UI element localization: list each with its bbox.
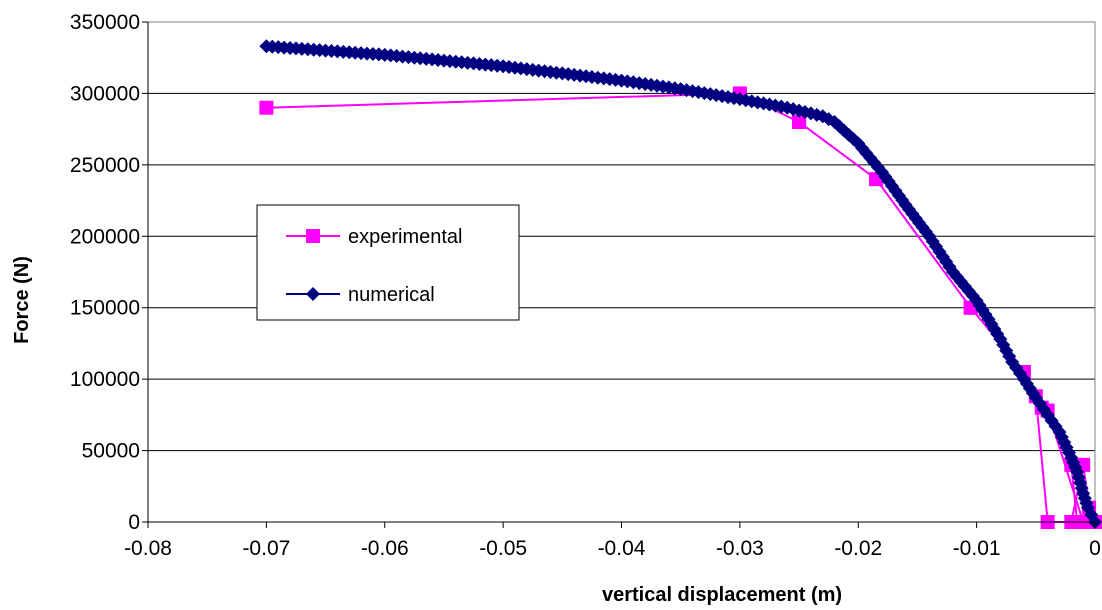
y-tick-label: 100000	[70, 368, 140, 391]
legend: experimental numerical	[256, 204, 520, 321]
series-layer	[259, 39, 1102, 529]
data-point-experimental	[792, 115, 807, 129]
tick-labels: 0 50000 100000 150000 200000 250000 300000 3500…	[70, 11, 1101, 560]
axes	[142, 21, 1096, 528]
data-point-numerical	[259, 39, 274, 54]
legend-label-numerical: numerical	[348, 284, 435, 306]
x-tick-label: -0.08	[124, 537, 172, 560]
y-tick-label: 300000	[70, 82, 140, 105]
y-tick-label: 50000	[82, 440, 140, 463]
y-axis-title: Force (N)	[11, 256, 33, 344]
legend-marker-experimental	[306, 229, 320, 243]
y-tick-label: 200000	[70, 225, 140, 248]
legend-entry-experimental: experimental	[286, 226, 463, 248]
x-tick-label: -0.05	[479, 537, 527, 560]
y-tick-label: 0	[128, 511, 140, 534]
x-tick-label: -0.06	[361, 537, 409, 560]
data-point-experimental	[259, 100, 274, 115]
x-tick-label: 0	[1089, 537, 1101, 560]
legend-box	[256, 204, 520, 321]
x-tick-label: -0.03	[716, 537, 764, 560]
y-tick-label: 350000	[70, 11, 140, 34]
y-tick-label: 150000	[70, 297, 140, 320]
legend-label-experimental: experimental	[348, 226, 463, 248]
x-axis-title: vertical displacement (m)	[602, 584, 842, 606]
y-tick-label: 250000	[70, 154, 140, 177]
x-tick-label: -0.01	[953, 537, 1001, 560]
x-tick-label: -0.02	[834, 537, 882, 560]
series-numerical	[259, 39, 1102, 529]
legend-entry-numerical: numerical	[286, 284, 435, 306]
x-tick-label: -0.04	[598, 537, 646, 560]
legend-marker-numerical	[306, 287, 320, 301]
x-tick-label: -0.07	[242, 537, 290, 560]
